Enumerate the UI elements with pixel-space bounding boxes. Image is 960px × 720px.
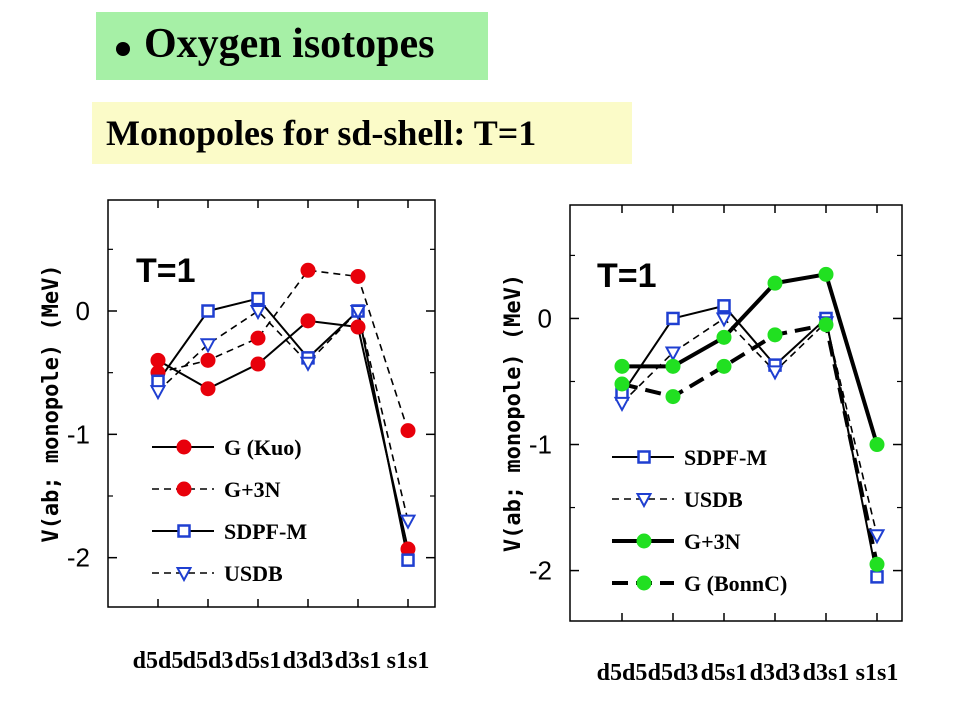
y-tick-label: 0 — [76, 296, 90, 326]
data-point-series-2 — [766, 365, 784, 381]
data-point-series-2 — [250, 330, 266, 346]
plot-frame — [107, 199, 436, 608]
legend-label: G+3N — [684, 529, 741, 554]
data-point-series-1 — [350, 319, 366, 335]
legend-label: SDPF-M — [224, 519, 307, 544]
data-point-series-1 — [717, 299, 731, 313]
x-category-label: d3s1 — [335, 648, 382, 674]
legend-marker — [176, 439, 192, 455]
annotation-t1: T=1 — [597, 257, 657, 295]
legend-label: G (BonnC) — [684, 571, 787, 596]
data-point-series-3 — [614, 358, 630, 374]
legend-label: G (Kuo) — [224, 435, 302, 460]
data-point-series-2 — [664, 346, 682, 362]
y-tick-label: 0 — [538, 303, 552, 333]
data-point-series-4 — [716, 358, 732, 374]
x-category-label: d3d3 — [750, 660, 801, 686]
data-point-series-1 — [300, 313, 316, 329]
data-point-series-2 — [613, 396, 631, 413]
series-line-2 — [621, 317, 878, 536]
data-point-series-4 — [614, 376, 630, 392]
x-category-label: d3d3 — [283, 648, 334, 674]
data-point-series-4 — [818, 317, 834, 333]
data-point-series-3 — [716, 329, 732, 345]
data-point-series-4 — [869, 556, 885, 572]
data-point-series-4 — [249, 305, 267, 321]
legend-marker — [636, 533, 652, 549]
data-point-series-4 — [665, 389, 681, 405]
data-point-series-3 — [665, 358, 681, 374]
data-point-series-2 — [400, 423, 416, 439]
data-point-series-1 — [200, 381, 216, 397]
x-category-label: s1s1 — [387, 648, 430, 674]
title-banner: Oxygen isotopes — [96, 12, 488, 80]
legend-marker — [636, 575, 652, 591]
y-tick-label: -2 — [67, 543, 90, 573]
y-tick-label: -1 — [529, 430, 552, 460]
x-category-label: d3s1 — [803, 660, 850, 686]
page-subtitle: Monopoles for sd-shell: T=1 — [106, 113, 537, 153]
legend-label: SDPF-M — [684, 445, 767, 470]
data-point-series-1 — [870, 570, 884, 584]
chart-panel-2: 0 -1 -2 d5d5 d5d3 d5s1 d3d3 d3s1 s1s1 V(ab; monop… — [501, 204, 903, 686]
data-point-series-3 — [251, 291, 265, 306]
data-point-series-4 — [299, 356, 317, 372]
data-point-series-3 — [401, 553, 415, 567]
series-line-2 — [157, 269, 409, 431]
y-axis-label: V(ab; monopole) (MeV) — [501, 274, 526, 552]
series-line-1 — [157, 319, 409, 550]
data-point-series-2 — [300, 262, 316, 278]
data-point-series-3 — [818, 266, 834, 282]
legend-label: USDB — [684, 487, 743, 512]
y-tick-label: -1 — [67, 419, 90, 449]
x-category-label: d5d5 — [133, 648, 184, 674]
data-point-series-4 — [767, 327, 783, 343]
legend-label: USDB — [224, 561, 283, 586]
data-point-series-3 — [869, 437, 885, 453]
data-point-series-2 — [868, 529, 886, 545]
legend-marker — [176, 481, 192, 497]
data-point-series-4 — [149, 385, 167, 401]
data-point-series-3 — [767, 275, 783, 291]
data-point-series-2 — [715, 312, 733, 328]
legend-label: G+3N — [224, 477, 281, 502]
annotation-t1: T=1 — [136, 252, 196, 290]
legend-marker — [637, 450, 651, 464]
series-line-1 — [621, 304, 878, 578]
data-point-series-2 — [200, 352, 216, 368]
series-line-3 — [157, 297, 409, 561]
series-line-3 — [622, 272, 879, 446]
data-point-series-2 — [350, 268, 366, 284]
subtitle-banner: Monopoles for sd-shell: T=1 — [92, 102, 632, 164]
series-line-4 — [621, 322, 879, 565]
y-tick-label: -2 — [529, 556, 552, 586]
y-axis-label: V(ab; monopole) (MeV) — [39, 264, 64, 542]
data-point-series-3 — [201, 304, 215, 318]
legend-marker — [175, 567, 193, 583]
x-category-label: d5d5 — [597, 660, 648, 686]
data-point-series-4 — [199, 338, 217, 354]
x-category-label: d5d3 — [183, 648, 234, 674]
bullet-icon — [116, 42, 130, 56]
x-category-label: d5d3 — [648, 660, 699, 686]
plot-frame — [569, 204, 903, 622]
data-point-series-1 — [250, 356, 266, 372]
x-category-label: d5s1 — [235, 648, 282, 674]
x-category-label: s1s1 — [856, 660, 899, 686]
chart-panel-1: 0 -1 -2 d5d5 d5d3 d5s1 d3d3 d3s1 s1s1 V(ab; monop… — [39, 199, 436, 674]
page-title: Oxygen isotopes — [144, 21, 435, 67]
data-point-series-4 — [349, 305, 367, 321]
legend-marker — [177, 524, 191, 538]
data-point-series-4 — [399, 514, 417, 530]
x-category-label: d5s1 — [701, 660, 748, 686]
legend-marker — [635, 493, 653, 509]
data-point-series-1 — [666, 311, 680, 326]
data-point-series-3 — [151, 374, 165, 389]
